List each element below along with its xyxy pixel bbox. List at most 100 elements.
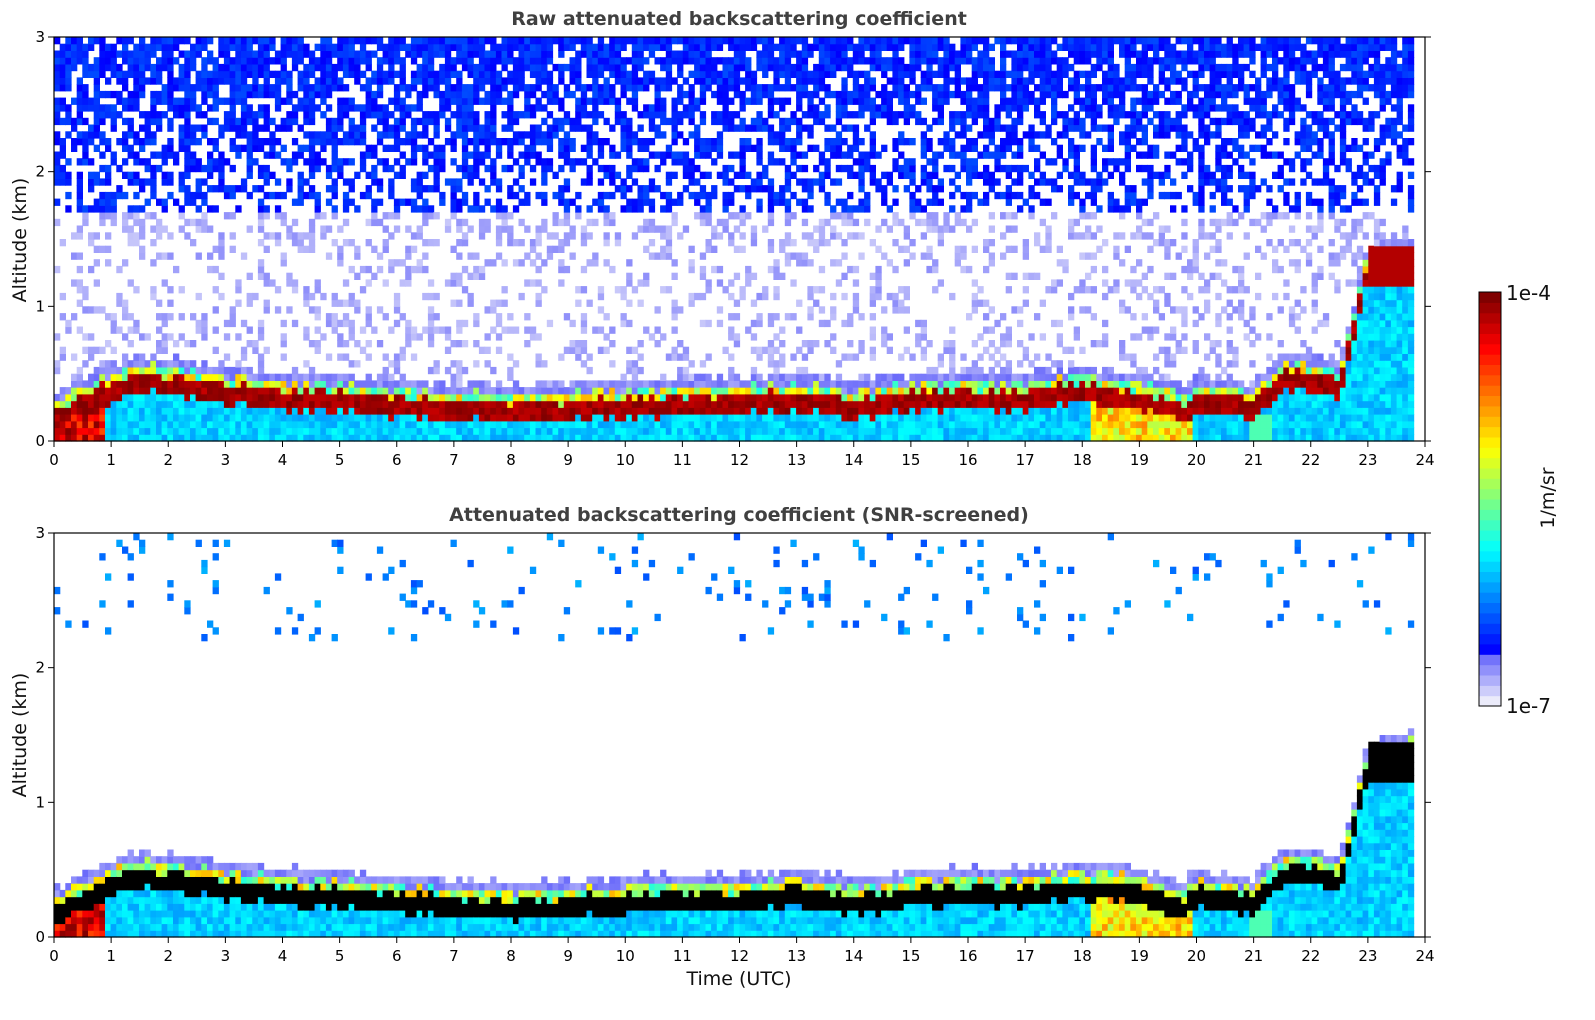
heatmap-cell (745, 427, 752, 435)
heatmap-cell (410, 178, 418, 186)
heatmap-cell (439, 111, 446, 119)
heatmap-cell (314, 90, 321, 99)
heatmap-cell (82, 360, 89, 368)
heatmap-cell (643, 393, 650, 402)
heatmap-cell (122, 212, 129, 220)
heatmap-cell (779, 414, 786, 422)
heatmap-cell (852, 353, 860, 361)
heatmap-cell (393, 259, 401, 267)
heatmap-cell (699, 427, 707, 435)
heatmap-cell (184, 111, 191, 119)
heatmap-cell (144, 57, 151, 65)
heatmap-cell (184, 366, 191, 375)
heatmap-cell (473, 37, 480, 45)
heatmap-cell (348, 198, 355, 206)
heatmap-cell (122, 218, 129, 227)
heatmap-cell (484, 427, 491, 435)
heatmap-cell (926, 185, 933, 193)
heatmap-cell (337, 373, 344, 381)
heatmap-cell (875, 286, 882, 294)
heatmap-cell (524, 111, 531, 119)
heatmap-cell (393, 400, 401, 408)
heatmap-cell (252, 387, 259, 395)
heatmap-cell (903, 380, 910, 388)
heatmap-cell (263, 57, 270, 65)
heatmap-cell (790, 144, 797, 152)
heatmap-cell (677, 340, 684, 348)
heatmap-cell (813, 104, 820, 112)
heatmap-cell (688, 265, 695, 274)
heatmap-cell (184, 414, 191, 422)
heatmap-cell (926, 178, 933, 186)
heatmap-cell (807, 259, 814, 267)
heatmap-cell (371, 272, 378, 280)
heatmap-cell (733, 387, 741, 395)
heatmap-cell (563, 111, 571, 119)
heatmap-cell (881, 70, 888, 78)
heatmap-cell (609, 407, 616, 415)
heatmap-cell (240, 427, 248, 435)
heatmap-cell (342, 57, 350, 65)
heatmap-cell (388, 387, 395, 395)
heatmap-cell (167, 63, 174, 72)
heatmap-cell (546, 414, 554, 422)
heatmap-cell (139, 90, 146, 99)
heatmap-cell (694, 97, 701, 105)
heatmap-cell (427, 427, 435, 435)
heatmap-cell (484, 218, 491, 227)
heatmap-cell (365, 90, 372, 99)
heatmap-cell (586, 366, 593, 375)
heatmap-cell (161, 225, 168, 233)
heatmap-cell (597, 138, 605, 146)
heatmap-cell (376, 131, 384, 139)
heatmap-cell (76, 131, 83, 139)
heatmap-cell (105, 77, 112, 85)
heatmap-cell (688, 259, 695, 267)
heatmap-cell (654, 151, 661, 159)
heatmap-cell (886, 387, 893, 395)
heatmap-cell (915, 111, 922, 119)
heatmap-cell (705, 414, 712, 422)
heatmap-cell (314, 387, 321, 395)
heatmap-cell (648, 427, 656, 435)
heatmap-cell (354, 205, 361, 213)
heatmap-cell (597, 326, 605, 334)
heatmap-cell (297, 239, 304, 247)
heatmap-cell (229, 434, 236, 442)
heatmap-cell (314, 346, 321, 354)
heatmap-cell (830, 407, 837, 415)
heatmap-cell (297, 232, 304, 240)
heatmap-cell (218, 420, 225, 429)
heatmap-cell (920, 252, 927, 260)
heatmap-cell (110, 393, 117, 402)
heatmap-cell (59, 387, 66, 395)
heatmap-cell (586, 97, 593, 105)
heatmap-cell (841, 151, 848, 159)
heatmap-cell (456, 84, 463, 92)
heatmap-cell (773, 63, 780, 72)
heatmap-cell (314, 164, 321, 173)
heatmap-cell (813, 117, 820, 126)
heatmap-cell (620, 373, 627, 381)
heatmap-cell (218, 97, 225, 105)
heatmap-cell (291, 279, 299, 287)
heatmap-cell (631, 232, 639, 240)
heatmap-cell (705, 144, 712, 152)
heatmap-cell (677, 158, 684, 166)
heatmap-cell (122, 117, 129, 126)
heatmap-cell (144, 420, 151, 429)
heatmap-cell (852, 138, 860, 146)
heatmap-cell (546, 319, 554, 328)
heatmap-cell (852, 144, 860, 152)
heatmap-cell (790, 212, 797, 220)
heatmap-cell (331, 63, 338, 72)
heatmap-cell (705, 50, 712, 58)
heatmap-cell (660, 387, 667, 395)
heatmap-cell (818, 286, 826, 294)
heatmap-cell (575, 420, 582, 429)
heatmap-cell (82, 292, 89, 301)
heatmap-cell (490, 299, 497, 307)
heatmap-cell (467, 63, 474, 72)
heatmap-cell (892, 299, 899, 307)
heatmap-cell (478, 70, 486, 78)
